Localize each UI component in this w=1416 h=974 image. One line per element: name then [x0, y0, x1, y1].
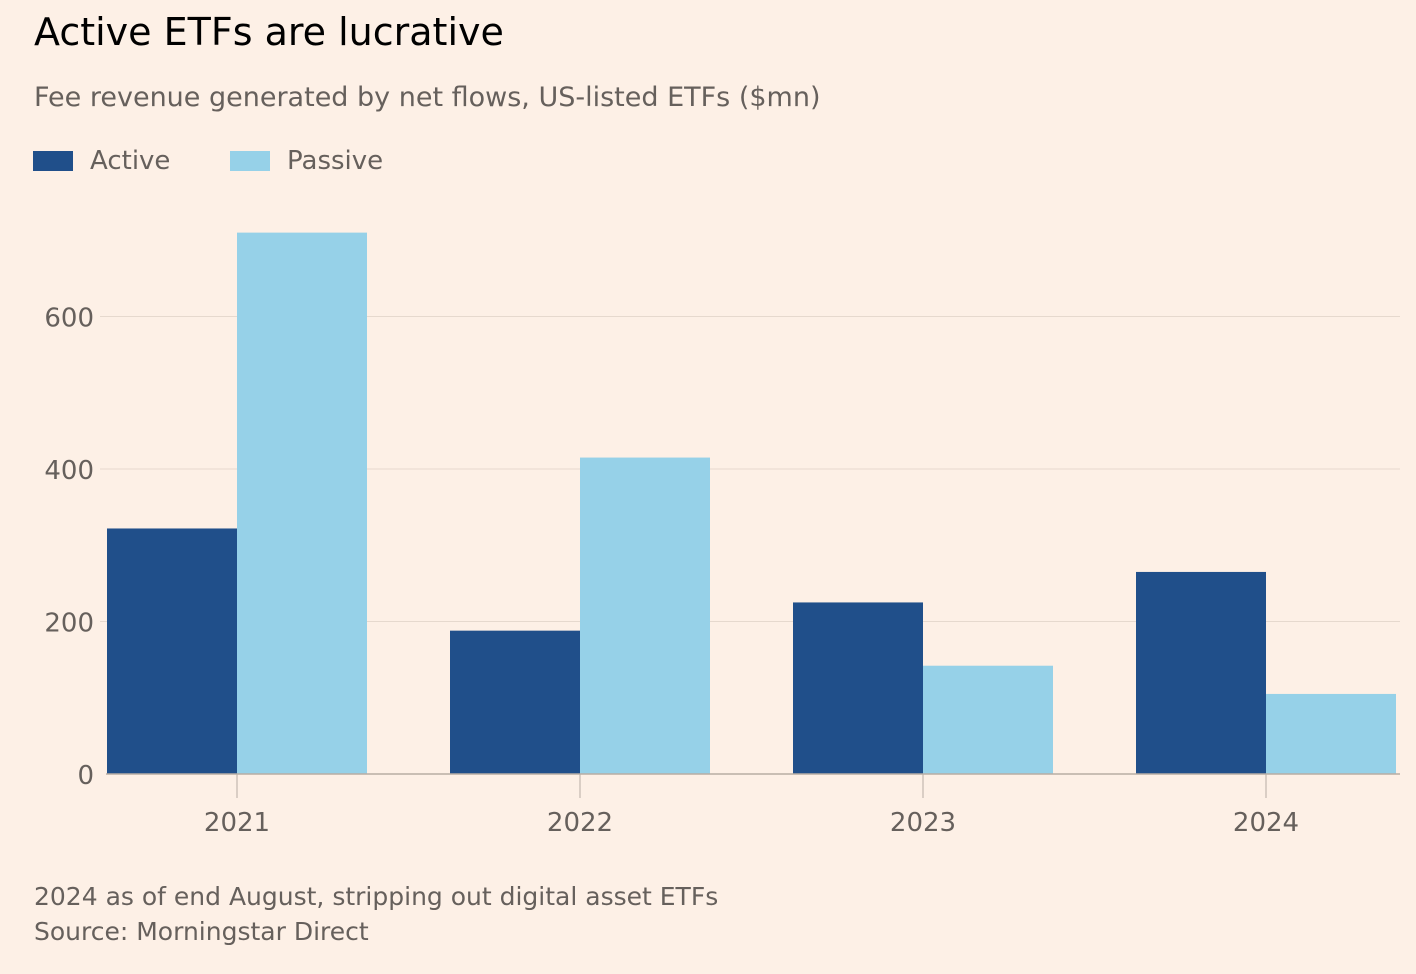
x-tick-label: 2024 [1233, 808, 1299, 838]
chart-title: Active ETFs are lucrative [34, 10, 504, 54]
bar-passive-2022 [580, 457, 710, 774]
legend-swatch-passive [230, 151, 270, 171]
bar-passive-2021 [237, 232, 367, 774]
bar-active-2021 [107, 528, 237, 774]
bar-passive-2024 [1266, 693, 1396, 774]
bar-active-2024 [1136, 571, 1266, 774]
y-tick-label: 200 [44, 609, 94, 639]
legend-label-active: Active [90, 146, 171, 176]
x-tick-label: 2023 [890, 808, 956, 838]
chart-subtitle: Fee revenue generated by net flows, US-l… [34, 82, 821, 113]
y-tick-label: 600 [44, 304, 94, 334]
bar-active-2022 [450, 630, 580, 774]
y-tick-label: 400 [44, 456, 94, 486]
x-tick-label: 2021 [204, 808, 270, 838]
y-tick-label: 0 [77, 761, 94, 791]
legend-label-passive: Passive [287, 146, 384, 176]
legend-swatch-active [33, 151, 73, 171]
x-tick-label: 2022 [547, 808, 613, 838]
bar-active-2023 [793, 602, 923, 774]
chart-source: Source: Morningstar Direct [34, 917, 369, 946]
bar-chart: 0 200 400 600 2021 2022 2023 2024 [44, 232, 1400, 838]
chart-footnote: 2024 as of end August, stripping out dig… [34, 882, 719, 911]
bar-passive-2023 [923, 665, 1053, 774]
